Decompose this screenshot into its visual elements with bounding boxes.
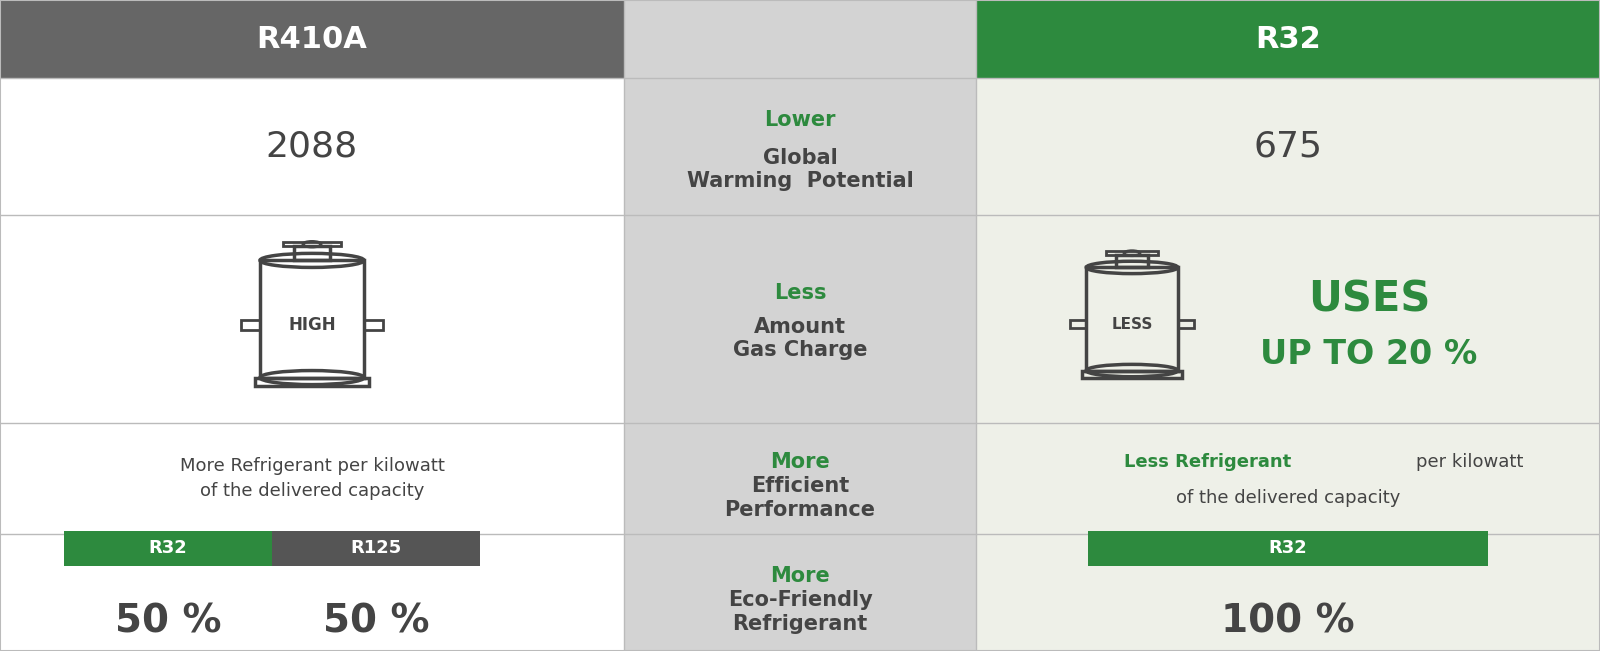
Bar — [976, 0, 1600, 651]
Bar — [259, 260, 365, 378]
Text: Eco-Friendly
Refrigerant: Eco-Friendly Refrigerant — [728, 590, 872, 633]
Bar — [1082, 370, 1182, 378]
Text: 100 %: 100 % — [1221, 603, 1355, 641]
Text: UP TO 20 %: UP TO 20 % — [1261, 339, 1478, 371]
Text: More: More — [770, 452, 830, 472]
Text: HIGH: HIGH — [288, 316, 336, 334]
Bar — [272, 531, 480, 566]
Text: R32: R32 — [1269, 540, 1307, 557]
Text: 2088: 2088 — [266, 130, 358, 163]
Text: Less: Less — [774, 283, 826, 303]
Text: 50 %: 50 % — [323, 603, 429, 641]
Text: More: More — [770, 566, 830, 586]
Bar — [283, 242, 341, 246]
Bar — [1106, 251, 1158, 255]
Bar — [1086, 268, 1178, 370]
Text: R32: R32 — [1254, 25, 1322, 53]
Bar — [1178, 320, 1194, 328]
Text: Lower: Lower — [765, 111, 835, 130]
Bar — [624, 0, 976, 651]
Text: LESS: LESS — [1112, 316, 1152, 331]
Bar — [242, 320, 259, 329]
Text: USES: USES — [1307, 279, 1430, 320]
Text: More Refrigerant per kilowatt
of the delivered capacity: More Refrigerant per kilowatt of the del… — [179, 457, 445, 500]
Text: per kilowatt: per kilowatt — [1416, 453, 1523, 471]
Bar — [0, 0, 624, 651]
Text: Efficient
Performance: Efficient Performance — [725, 477, 875, 519]
Bar — [0, 0, 624, 78]
Bar — [254, 378, 370, 386]
Text: 675: 675 — [1253, 130, 1323, 163]
Bar — [1115, 255, 1149, 268]
Text: R410A: R410A — [256, 25, 368, 53]
Bar — [365, 320, 382, 329]
Bar — [64, 531, 272, 566]
Text: Less Refrigerant: Less Refrigerant — [1125, 453, 1291, 471]
Text: R32: R32 — [149, 540, 187, 557]
Text: Global
Warming  Potential: Global Warming Potential — [686, 148, 914, 191]
Text: Amount
Gas Charge: Amount Gas Charge — [733, 317, 867, 360]
Text: of the delivered capacity: of the delivered capacity — [1176, 489, 1400, 507]
Bar — [294, 246, 330, 260]
Bar — [624, 0, 976, 78]
Bar — [1070, 320, 1086, 328]
Bar — [1088, 531, 1488, 566]
Text: R125: R125 — [350, 540, 402, 557]
Text: 50 %: 50 % — [115, 603, 221, 641]
Bar — [976, 0, 1600, 78]
